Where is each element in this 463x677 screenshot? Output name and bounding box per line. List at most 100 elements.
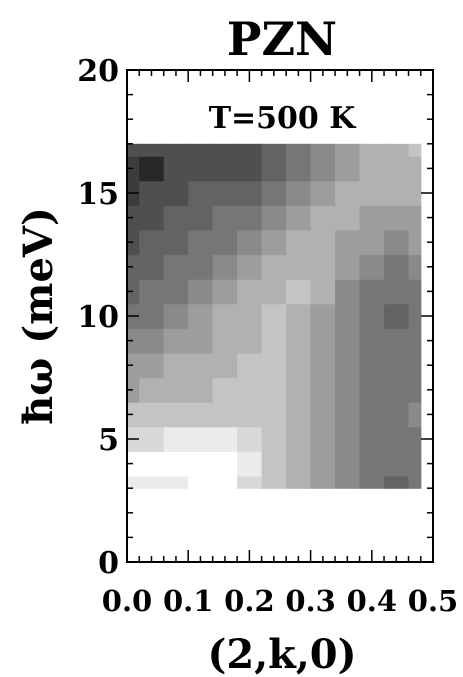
heatmap-cell xyxy=(335,475,361,489)
heatmap-cell xyxy=(139,254,165,280)
heatmap-cell xyxy=(127,143,140,157)
heatmap-cell xyxy=(408,279,422,305)
heatmap-cell xyxy=(335,254,361,280)
heatmap-cell xyxy=(384,451,410,477)
heatmap-cell xyxy=(127,402,140,428)
y-tick-labels: 0 5 10 15 20 xyxy=(77,54,119,581)
heatmap-cell xyxy=(335,180,361,206)
heatmap-cell xyxy=(188,143,214,157)
heatmap-cell xyxy=(139,402,165,428)
heatmap-cell xyxy=(237,143,263,157)
heatmap-cell xyxy=(310,205,336,231)
heatmap-cell xyxy=(212,229,238,256)
heatmap-cell xyxy=(139,451,165,477)
x-tick-label: 0.1 xyxy=(163,584,213,618)
heatmap-cell xyxy=(261,426,287,452)
heatmap-cell xyxy=(127,205,140,231)
heatmap-cell xyxy=(212,426,238,452)
heatmap-cell xyxy=(408,328,422,354)
heatmap-cell xyxy=(286,352,312,379)
heatmap-cell xyxy=(261,328,287,354)
heatmap-cell xyxy=(359,451,385,477)
heatmap-cell xyxy=(188,205,214,231)
heatmap-cell xyxy=(359,254,385,280)
heatmap-cell xyxy=(212,279,238,305)
heatmap-cell xyxy=(127,475,140,489)
heatmap-cell xyxy=(139,205,165,231)
heatmap-cell xyxy=(359,180,385,206)
heatmap-cell xyxy=(408,205,422,231)
heatmap-cell xyxy=(261,279,287,305)
heatmap-cell xyxy=(408,143,422,157)
heatmap-cell xyxy=(188,426,214,452)
heatmap-cell xyxy=(384,279,410,305)
heatmap-cell xyxy=(359,328,385,354)
heatmap-cell xyxy=(335,377,361,403)
heatmap-cell xyxy=(286,229,312,256)
heatmap-cell xyxy=(212,156,238,182)
heatmap-cell xyxy=(384,205,410,231)
heatmap-cell xyxy=(408,156,422,182)
heatmap-cell xyxy=(335,229,361,256)
x-tick-label: 0.3 xyxy=(285,584,335,618)
heatmap-cell xyxy=(261,377,287,403)
heatmap-cell xyxy=(310,156,336,182)
heatmap-cell xyxy=(188,229,214,256)
heatmap-cell xyxy=(261,254,287,280)
y-tick-label: 5 xyxy=(98,423,119,458)
x-axis-label: (2,k,0) xyxy=(207,631,356,677)
heatmap-cell xyxy=(139,279,165,305)
heatmap-cell xyxy=(237,254,263,280)
heatmap-cell xyxy=(359,205,385,231)
x-tick-label: 0.5 xyxy=(408,584,458,618)
x-tick-label: 0.0 xyxy=(102,584,152,618)
heatmap-cell xyxy=(237,303,263,329)
heatmap-cell xyxy=(310,475,336,489)
heatmap-cell xyxy=(139,229,165,256)
heatmap-cell xyxy=(188,180,214,206)
heatmap-cell xyxy=(237,328,263,354)
heatmap-cell xyxy=(408,352,422,379)
heatmap-cell xyxy=(261,205,287,231)
heatmap-cell xyxy=(408,426,422,452)
heatmap-cell xyxy=(163,143,189,157)
axis-ticks xyxy=(126,69,434,563)
heatmap-cell xyxy=(212,475,238,489)
heatmap-cell xyxy=(359,426,385,452)
heatmap-cell xyxy=(335,328,361,354)
heatmap-cell xyxy=(335,352,361,379)
heatmap-cell xyxy=(384,156,410,182)
y-axis-label: ħω (meV) xyxy=(15,207,62,425)
heatmap-cell xyxy=(384,143,410,157)
heatmap-cell xyxy=(359,352,385,379)
heatmap-cell xyxy=(286,303,312,329)
heatmap-cell xyxy=(335,451,361,477)
heatmap-cell xyxy=(384,377,410,403)
heatmap-cell xyxy=(163,254,189,280)
heatmap-cell xyxy=(384,402,410,428)
y-tick-label: 15 xyxy=(77,177,119,212)
heatmap-cell xyxy=(188,451,214,477)
heatmap-cell xyxy=(261,143,287,157)
heatmap-cell xyxy=(139,143,165,157)
heatmap-cell xyxy=(359,143,385,157)
heatmap-cell xyxy=(127,156,140,182)
heatmap-cell xyxy=(408,180,422,206)
heatmap-cell xyxy=(188,475,214,489)
heatmap-cell xyxy=(188,377,214,403)
heatmap-cell xyxy=(188,328,214,354)
heatmap-cell xyxy=(237,279,263,305)
heatmap-cell xyxy=(359,377,385,403)
heatmap-cell xyxy=(310,352,336,379)
heatmap-cell xyxy=(286,328,312,354)
heatmap-cell xyxy=(212,180,238,206)
heatmap-cell xyxy=(139,426,165,452)
heatmap-cell xyxy=(237,156,263,182)
heatmap-cell xyxy=(286,254,312,280)
y-tick-label: 20 xyxy=(77,54,119,89)
heatmap-cell xyxy=(261,475,287,489)
heatmap-cell xyxy=(127,229,140,256)
heatmap-cell xyxy=(212,377,238,403)
heatmap-cell xyxy=(310,180,336,206)
